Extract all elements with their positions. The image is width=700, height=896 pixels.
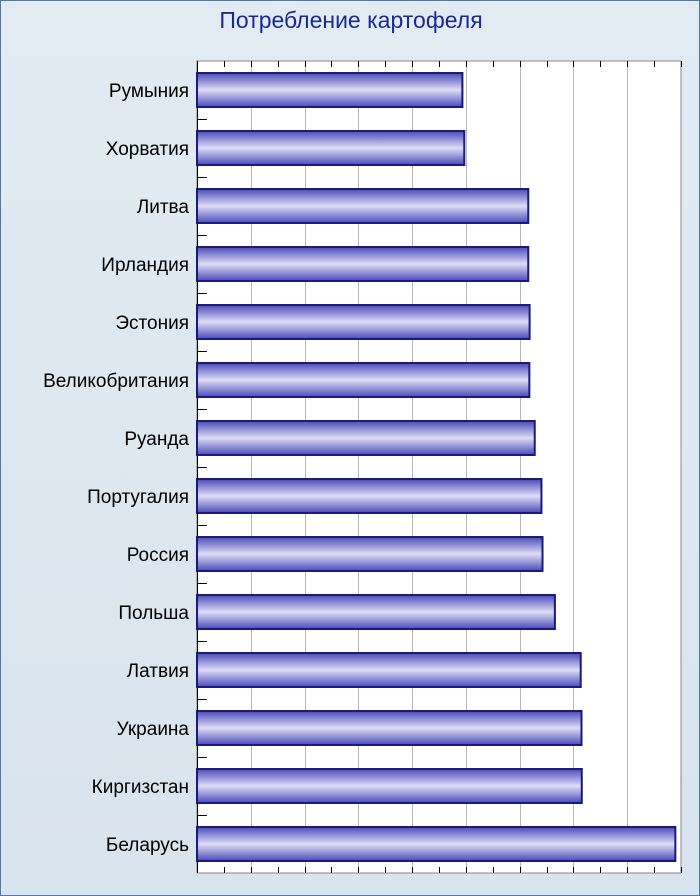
bar xyxy=(196,246,530,282)
bar xyxy=(196,710,583,746)
bar xyxy=(196,652,582,688)
bars xyxy=(196,72,677,862)
category-label: Хорватия xyxy=(106,139,189,160)
category-label: Румыния xyxy=(109,81,189,102)
category-label: Ирландия xyxy=(101,255,189,276)
category-label: Латвия xyxy=(127,661,189,682)
category-label: Польша xyxy=(118,603,189,624)
category-label: Великобритания xyxy=(43,371,189,392)
category-label: Россия xyxy=(127,545,189,566)
category-label: Португалия xyxy=(87,487,189,508)
category-labels: Румыния Хорватия Литва Ирландия Эстония Велик… xyxy=(43,81,189,856)
plot-area xyxy=(196,60,682,874)
bar xyxy=(196,420,536,456)
category-label: Украина xyxy=(117,719,190,740)
category-label: Литва xyxy=(137,197,190,218)
category-label: Киргизстан xyxy=(92,777,189,798)
bar xyxy=(196,304,531,340)
bar xyxy=(196,188,530,224)
chart-title: Потребление картофеля xyxy=(219,7,483,33)
category-label: Эстония xyxy=(115,313,189,334)
bar xyxy=(196,826,677,862)
category-label: Руанда xyxy=(124,429,189,450)
bar xyxy=(196,362,531,398)
bar xyxy=(196,536,544,572)
bar xyxy=(196,72,464,108)
bar xyxy=(196,478,543,514)
category-label: Беларусь xyxy=(106,835,189,856)
bar xyxy=(196,768,583,804)
bar xyxy=(196,594,556,630)
bar xyxy=(196,130,466,166)
